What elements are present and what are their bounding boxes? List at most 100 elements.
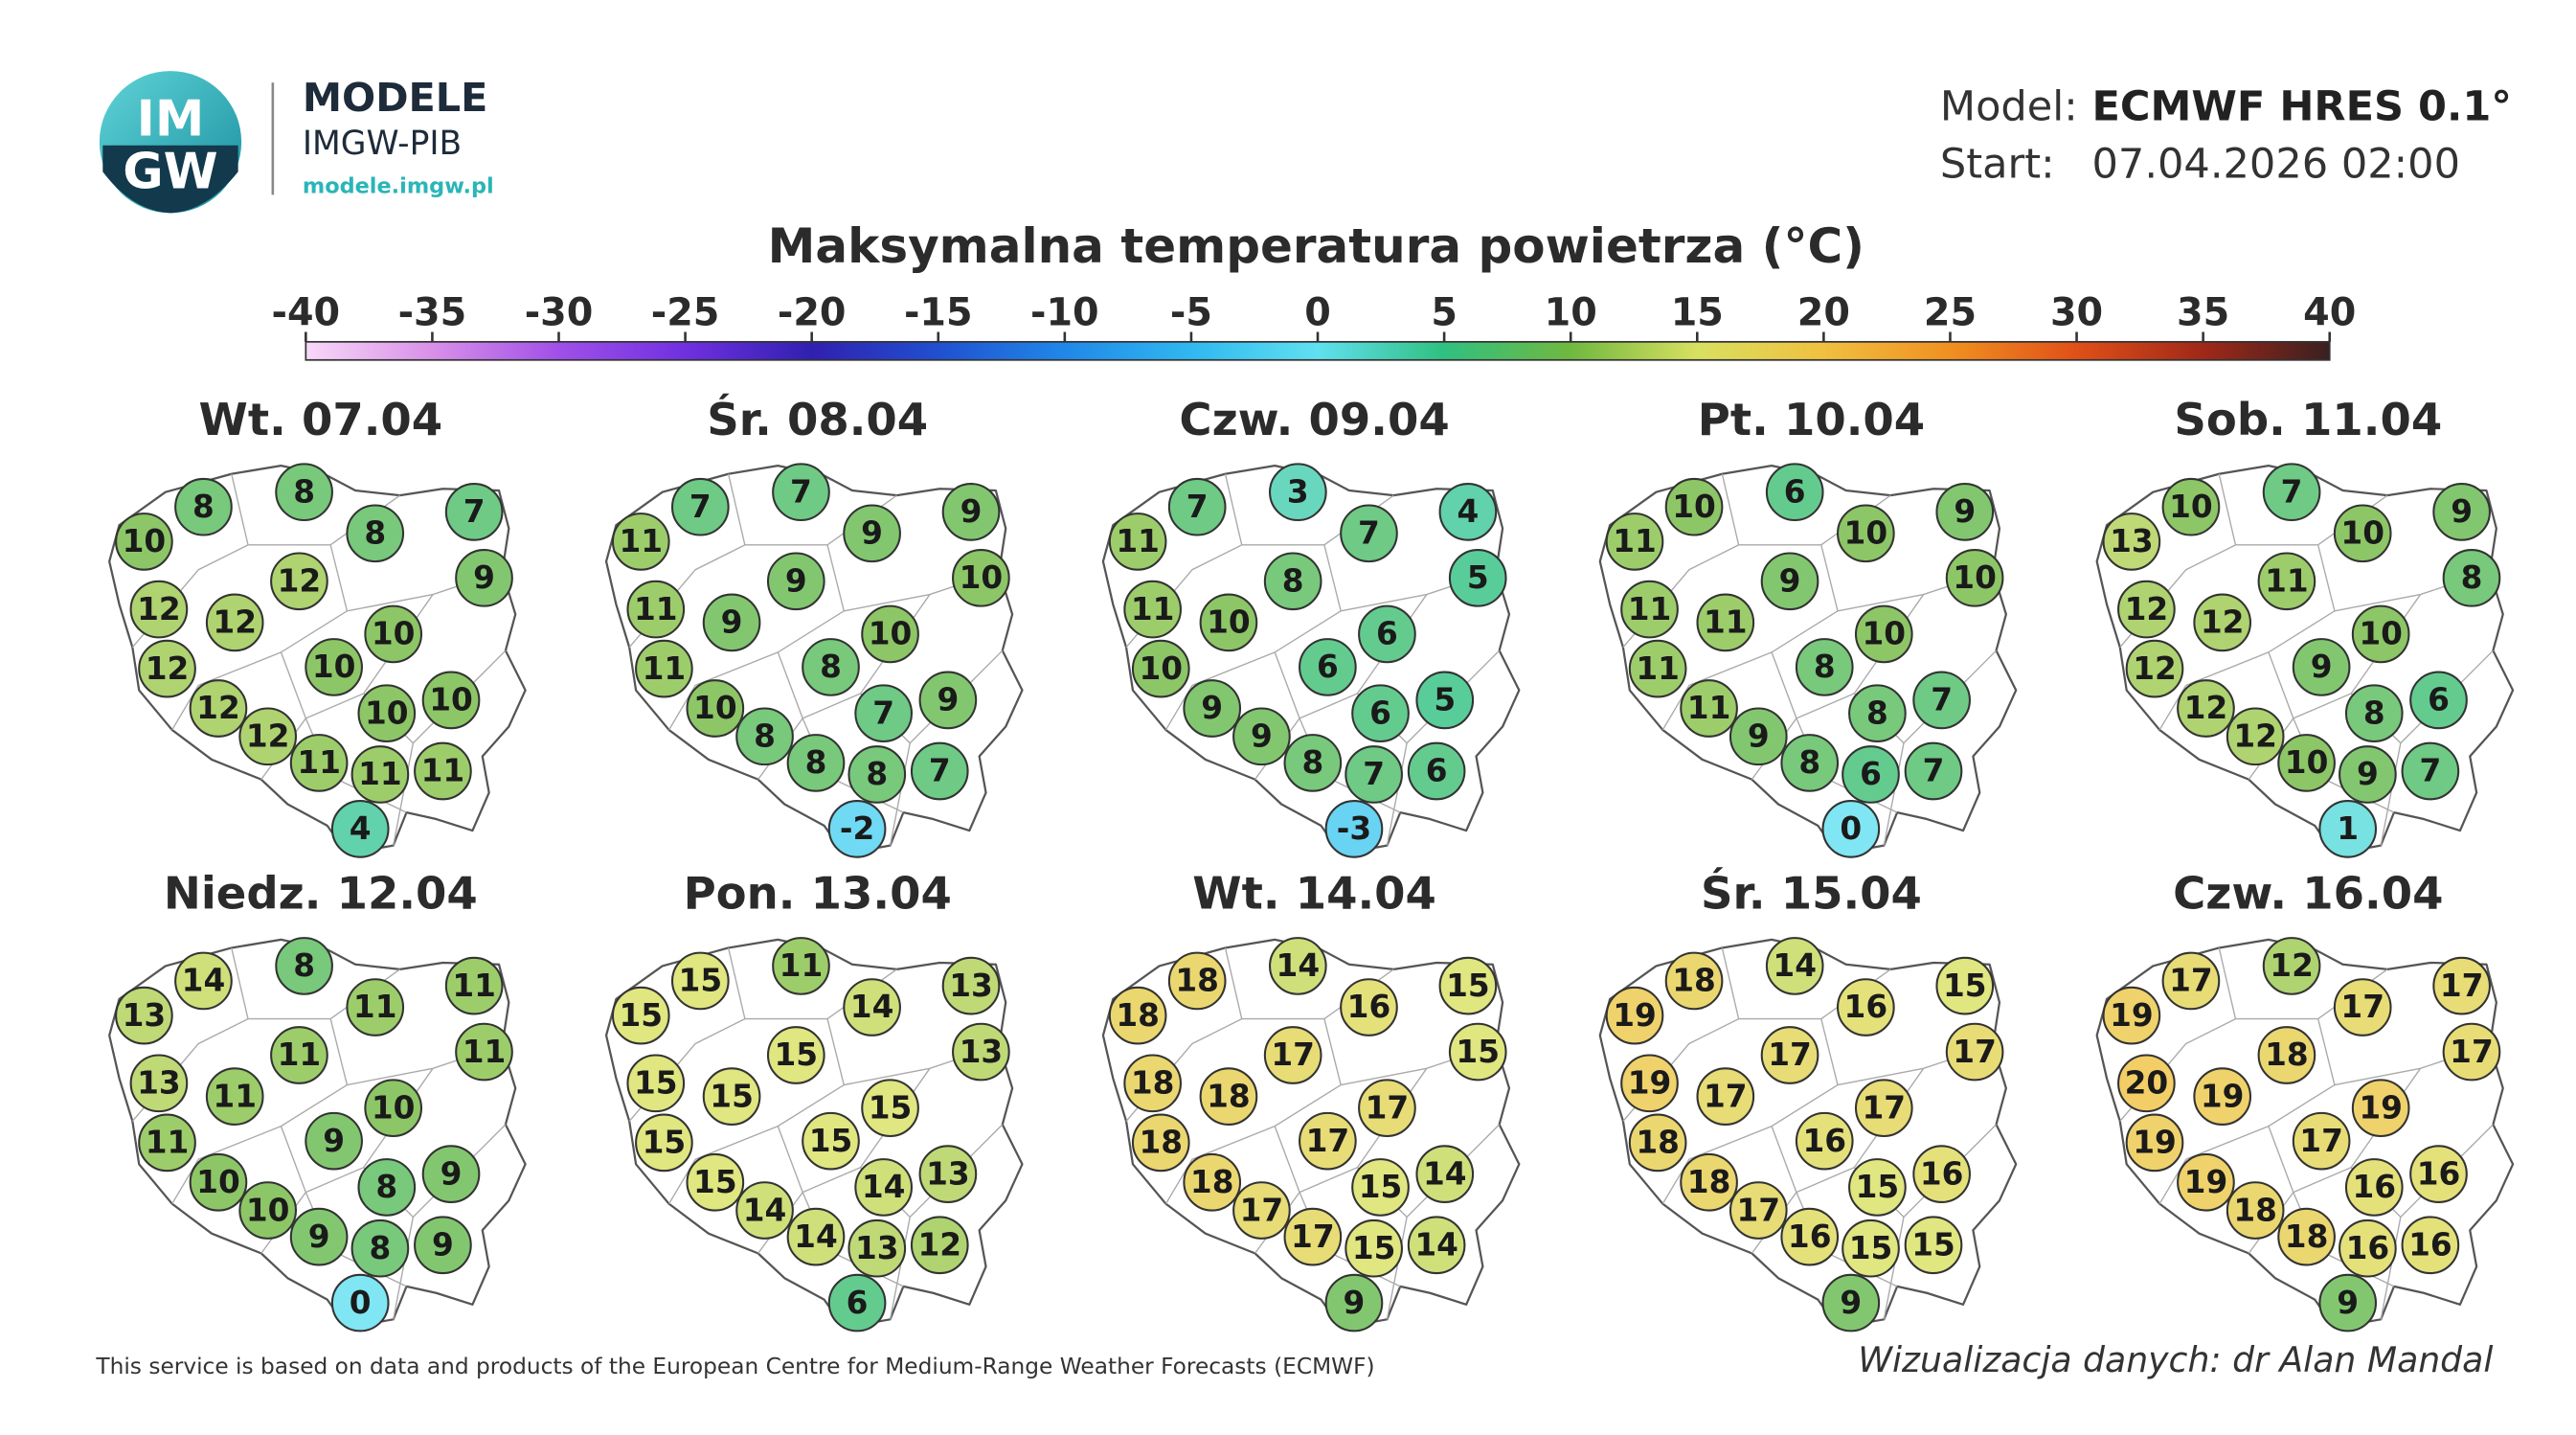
- temperature-marker: [802, 1111, 860, 1171]
- region-border: [889, 1217, 911, 1320]
- temperature-marker: [205, 593, 264, 652]
- temperature-label: 19: [2133, 1125, 2177, 1161]
- temperature-label: 14: [850, 989, 894, 1025]
- temperature-label: 10: [246, 1192, 290, 1228]
- temperature-marker: [289, 1207, 349, 1266]
- temperature-marker: [1680, 679, 1738, 738]
- temperature-label: 18: [1131, 1065, 1175, 1102]
- temperature-marker: [1945, 548, 2004, 607]
- region-border: [1164, 1083, 1342, 1205]
- temperature-label: 17: [1306, 1123, 1350, 1159]
- temperature-marker: [1765, 463, 1824, 522]
- temperature-marker: [1199, 1067, 1258, 1126]
- temperature-label: 14: [1773, 947, 1817, 984]
- temperature-label: 12: [2184, 690, 2228, 726]
- temperature-label: 16: [2346, 1230, 2390, 1266]
- temperature-marker: [1438, 956, 1498, 1015]
- temperature-label: 10: [960, 559, 1004, 596]
- temperature-marker: [1131, 1113, 1190, 1173]
- temperature-marker: [941, 956, 1001, 1015]
- temperature-label: 9: [960, 493, 983, 530]
- temperature-marker: [766, 1026, 825, 1084]
- temperature-label: 10: [365, 695, 409, 731]
- temperature-marker: [2193, 593, 2252, 652]
- temperature-marker: [1935, 956, 1995, 1015]
- temperature-label: 18: [2265, 1036, 2309, 1073]
- temperature-marker: [364, 604, 423, 664]
- temperature-marker: [1263, 552, 1322, 611]
- temperature-marker: [2177, 679, 2235, 738]
- temperature-marker: [1904, 1216, 1963, 1275]
- temperature-label: 9: [432, 1226, 454, 1263]
- temperature-marker: [918, 1145, 978, 1203]
- temperature-label: 5: [1434, 682, 1456, 718]
- temperature-marker: [414, 1216, 472, 1275]
- model: ECMWF HRES 0.1°: [2092, 82, 2512, 130]
- temperature-label: 18: [1175, 963, 1219, 999]
- temperature-marker: [2117, 1054, 2176, 1113]
- region-border: [667, 1083, 845, 1205]
- colorbar-tick-label: -10: [1030, 291, 1099, 335]
- day-title: Czw. 16.04: [2173, 868, 2443, 920]
- temperature-marker: [1854, 1079, 1913, 1138]
- temperature-label: 17: [1240, 1192, 1284, 1228]
- temperature-marker: [2277, 734, 2336, 792]
- temperature-marker: [2161, 477, 2221, 536]
- temperature-marker: [1765, 937, 1824, 995]
- temperature-label: 9: [2357, 756, 2379, 792]
- temperature-marker: [1836, 978, 1895, 1036]
- temperature-label: 7: [929, 753, 951, 789]
- temperature-label: 12: [2270, 947, 2314, 984]
- temperature-label: 15: [643, 1125, 687, 1161]
- temperature-marker: [1269, 937, 1327, 995]
- temperature-marker: [2125, 1113, 2184, 1173]
- temperature-label: 19: [1613, 997, 1657, 1034]
- temperature-marker: [115, 512, 173, 571]
- temperature-marker: [2277, 1207, 2336, 1266]
- temperature-label: 1: [2337, 810, 2359, 847]
- temperature-marker: [1448, 1022, 1507, 1082]
- temperature-marker: [2432, 483, 2491, 541]
- temperature-label: 14: [794, 1219, 838, 1255]
- temperature-marker: [1199, 593, 1258, 652]
- temperature-marker: [1232, 707, 1291, 766]
- temperature-label: 18: [2285, 1219, 2329, 1255]
- temperature-marker: [1183, 1152, 1242, 1212]
- temperature-label: 11: [634, 591, 678, 627]
- day-title: Śr. 08.04: [707, 394, 928, 445]
- temperature-label: 11: [297, 744, 341, 781]
- temperature-label: 9: [721, 604, 743, 641]
- temperature-marker: [2442, 1022, 2501, 1082]
- temperature-marker: [854, 684, 914, 743]
- temperature-marker: [2292, 1111, 2351, 1171]
- region-border: [1883, 742, 1905, 846]
- temperature-label: 8: [805, 744, 827, 781]
- temperature-marker: [330, 1273, 390, 1332]
- temperature-label: 5: [1467, 559, 1489, 596]
- temperature-marker: [1448, 548, 1507, 607]
- temperature-marker: [1167, 951, 1227, 1011]
- temperature-marker: [129, 580, 189, 639]
- temperature-marker: [129, 1054, 189, 1113]
- temperature-label: 8: [754, 718, 776, 755]
- temperature-marker: [735, 707, 794, 766]
- temperature-marker: [670, 477, 730, 536]
- temperature-label: 8: [1866, 695, 1888, 731]
- logo-text: IM: [137, 91, 205, 148]
- temperature-label: 18: [1190, 1164, 1234, 1200]
- temperature-marker: [635, 1113, 693, 1173]
- temperature-label: 4: [350, 810, 372, 847]
- temperature-marker: [1167, 477, 1227, 536]
- temperature-marker: [346, 978, 405, 1036]
- temperature-label: 7: [2419, 753, 2441, 789]
- temperature-marker: [2409, 1145, 2468, 1203]
- logo: IM GW: [99, 71, 242, 214]
- temperature-label: 10: [429, 682, 473, 718]
- temperature-label: 13: [137, 1065, 181, 1102]
- region-border: [171, 1083, 348, 1205]
- temperature-marker: [1605, 512, 1664, 571]
- temperature-marker: [1283, 734, 1343, 792]
- temperature-marker: [611, 512, 670, 571]
- temperature-marker: [270, 552, 328, 611]
- temperature-marker: [827, 1273, 887, 1332]
